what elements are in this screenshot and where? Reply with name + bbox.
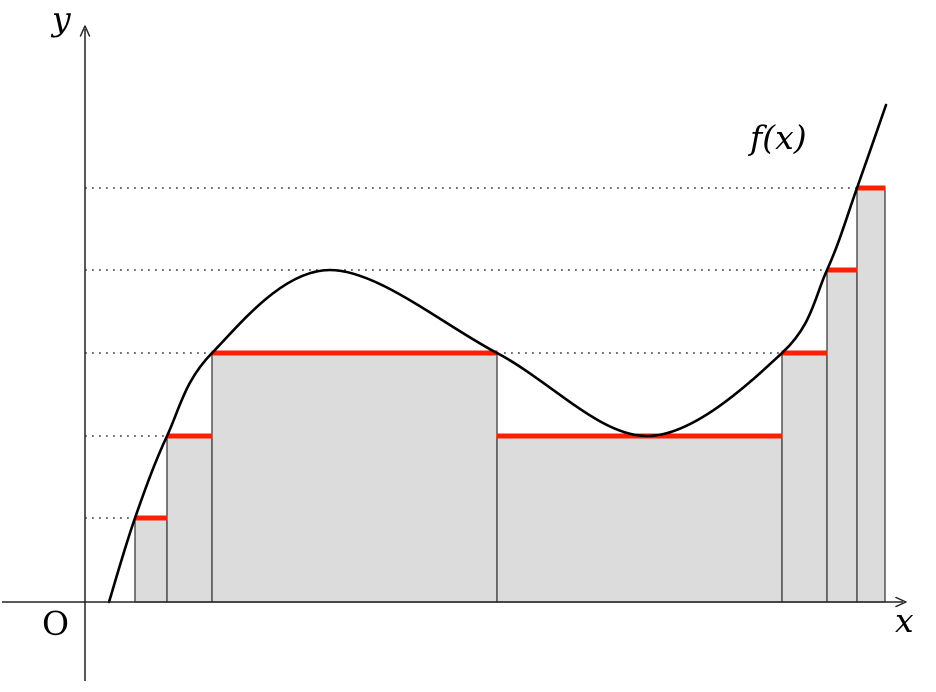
riemann-rectangle [211, 352, 498, 603]
riemann-rectangle [166, 435, 213, 603]
x-axis-arrowhead [895, 596, 907, 608]
x-axis-label: x [895, 601, 914, 640]
dotted-level-lines-group [85, 187, 857, 519]
riemann-rectangles-group [134, 187, 886, 603]
riemann-rectangle [781, 352, 828, 603]
function-label: f(x) [750, 118, 807, 157]
function-curve [107, 103, 888, 604]
y-axis-arrowhead [79, 25, 91, 37]
riemann-rectangle [826, 269, 858, 603]
riemann-rectangle [856, 187, 886, 603]
y-axis-label: y [52, 0, 71, 38]
origin-label: O [42, 604, 70, 643]
axes-group [2, 25, 907, 681]
riemann-rectangle [134, 517, 168, 603]
riemann-rectangle [496, 435, 783, 603]
